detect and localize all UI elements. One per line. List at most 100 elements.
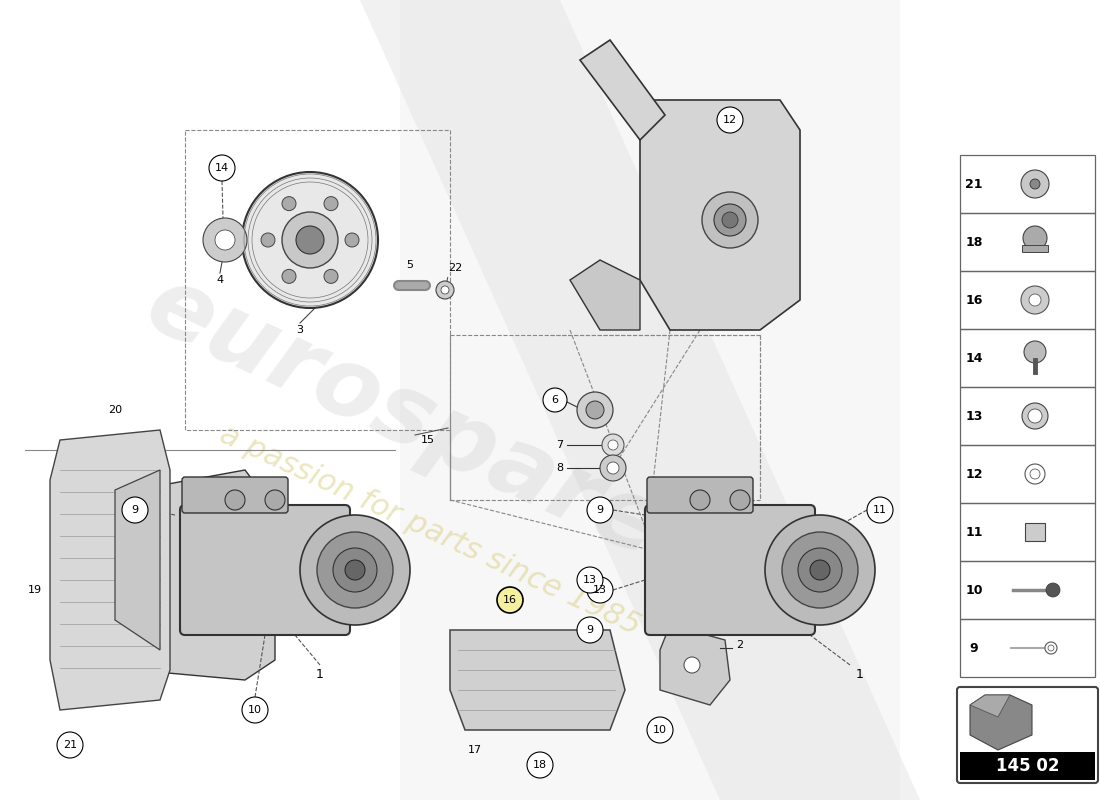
- Circle shape: [204, 218, 248, 262]
- Circle shape: [1028, 294, 1041, 306]
- Circle shape: [300, 515, 410, 625]
- Circle shape: [296, 226, 324, 254]
- Text: 22: 22: [448, 263, 462, 273]
- Circle shape: [798, 548, 842, 592]
- Circle shape: [600, 455, 626, 481]
- Text: 10: 10: [248, 705, 262, 715]
- Circle shape: [242, 172, 378, 308]
- Circle shape: [214, 230, 235, 250]
- Circle shape: [282, 197, 296, 210]
- Circle shape: [1048, 645, 1054, 651]
- Circle shape: [282, 270, 296, 283]
- Polygon shape: [660, 625, 730, 705]
- Text: 145 02: 145 02: [996, 757, 1059, 775]
- Text: 17: 17: [468, 745, 482, 755]
- Bar: [960, 329, 1094, 387]
- Bar: [960, 445, 1094, 503]
- Circle shape: [317, 532, 393, 608]
- Text: 3: 3: [297, 325, 304, 335]
- Circle shape: [1028, 409, 1042, 423]
- Polygon shape: [450, 630, 625, 730]
- Circle shape: [543, 388, 566, 412]
- Circle shape: [527, 752, 553, 778]
- Text: 4: 4: [217, 275, 223, 285]
- Text: 15: 15: [421, 435, 434, 445]
- Circle shape: [730, 490, 750, 510]
- Circle shape: [1021, 170, 1049, 198]
- Circle shape: [265, 490, 285, 510]
- Text: 10: 10: [966, 583, 982, 597]
- Bar: [960, 271, 1094, 329]
- Circle shape: [1022, 403, 1048, 429]
- Polygon shape: [570, 260, 640, 330]
- Text: 1: 1: [316, 669, 323, 682]
- Circle shape: [702, 192, 758, 248]
- Text: 18: 18: [966, 235, 982, 249]
- Circle shape: [1030, 179, 1040, 189]
- Bar: [1025, 523, 1045, 541]
- Polygon shape: [970, 695, 1032, 750]
- Circle shape: [578, 567, 603, 593]
- Circle shape: [717, 107, 743, 133]
- Text: a passion for parts since 1985: a passion for parts since 1985: [214, 419, 645, 641]
- Circle shape: [684, 657, 700, 673]
- Circle shape: [810, 560, 830, 580]
- Circle shape: [441, 286, 449, 294]
- Bar: [960, 503, 1094, 561]
- Text: 21: 21: [63, 740, 77, 750]
- Polygon shape: [110, 470, 275, 680]
- Polygon shape: [640, 100, 800, 330]
- Circle shape: [242, 697, 268, 723]
- Circle shape: [324, 197, 338, 210]
- Circle shape: [261, 233, 275, 247]
- Text: 7: 7: [557, 440, 563, 450]
- Circle shape: [226, 490, 245, 510]
- Circle shape: [1023, 226, 1047, 250]
- Text: 9: 9: [131, 505, 139, 515]
- Polygon shape: [580, 40, 666, 140]
- Text: 21: 21: [966, 178, 982, 190]
- Polygon shape: [50, 430, 170, 710]
- Circle shape: [122, 497, 149, 523]
- Text: 18: 18: [532, 760, 547, 770]
- Text: 12: 12: [966, 467, 982, 481]
- Text: 10: 10: [653, 725, 667, 735]
- Circle shape: [1046, 583, 1060, 597]
- Text: 14: 14: [214, 163, 229, 173]
- Text: 1: 1: [856, 669, 864, 682]
- Circle shape: [209, 155, 235, 181]
- Text: 9: 9: [970, 642, 978, 654]
- Circle shape: [587, 577, 613, 603]
- Circle shape: [586, 401, 604, 419]
- Circle shape: [1030, 469, 1040, 479]
- Bar: [1022, 245, 1048, 252]
- Circle shape: [764, 515, 875, 625]
- Text: 20: 20: [108, 405, 122, 415]
- Bar: [960, 619, 1094, 677]
- FancyBboxPatch shape: [645, 505, 815, 635]
- FancyBboxPatch shape: [182, 477, 288, 513]
- Text: 16: 16: [503, 595, 517, 605]
- Circle shape: [578, 617, 603, 643]
- Circle shape: [282, 212, 338, 268]
- Text: 2: 2: [736, 640, 744, 650]
- Text: 13: 13: [583, 575, 597, 585]
- Circle shape: [578, 392, 613, 428]
- Circle shape: [714, 204, 746, 236]
- Text: 11: 11: [966, 526, 982, 538]
- Circle shape: [333, 548, 377, 592]
- Bar: [960, 387, 1094, 445]
- Text: 6: 6: [551, 395, 559, 405]
- Circle shape: [587, 497, 613, 523]
- Circle shape: [436, 281, 454, 299]
- Circle shape: [57, 732, 82, 758]
- Bar: [960, 155, 1094, 213]
- Polygon shape: [400, 0, 900, 800]
- Circle shape: [345, 233, 359, 247]
- Text: 13: 13: [593, 585, 607, 595]
- Text: 9: 9: [586, 625, 594, 635]
- Circle shape: [867, 497, 893, 523]
- Circle shape: [608, 440, 618, 450]
- Text: 5: 5: [407, 260, 414, 270]
- Text: 8: 8: [557, 463, 563, 473]
